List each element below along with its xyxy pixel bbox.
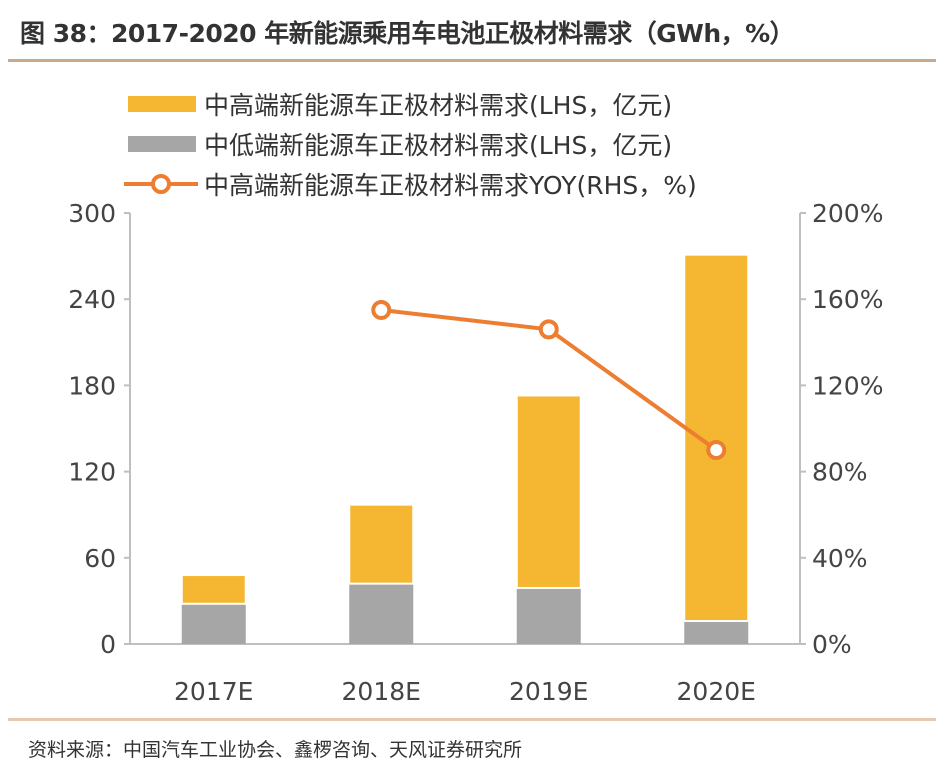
legend-swatch bbox=[128, 96, 196, 112]
bar-low-end bbox=[349, 583, 414, 644]
bar-high-end bbox=[180, 574, 247, 605]
source-note: 资料来源：中国汽车工业协会、鑫椤咨询、天风证券研究所 bbox=[28, 739, 523, 761]
legend-label: 中低端新能源车正极材料需求(LHS，亿元) bbox=[204, 131, 672, 160]
left-tick-label: 180 bbox=[68, 371, 116, 400]
yoy-point bbox=[538, 319, 559, 340]
legend-marker bbox=[151, 174, 171, 194]
yoy-point bbox=[706, 440, 727, 461]
right-tick-label: 120% bbox=[812, 371, 883, 400]
bar-high-end bbox=[515, 394, 582, 589]
title-divider bbox=[8, 59, 936, 62]
legend-label: 中高端新能源车正极材料需求YOY(RHS，%) bbox=[204, 171, 697, 200]
bar-high-end bbox=[348, 503, 415, 585]
right-tick-label: 80% bbox=[812, 458, 868, 487]
x-tick-label: 2019E bbox=[509, 677, 588, 706]
right-tick-label: 160% bbox=[812, 285, 883, 314]
figure-title: 图 38：2017-2020 年新能源乘用车电池正极材料需求（GWh，%） bbox=[20, 19, 795, 48]
yoy-point bbox=[371, 299, 392, 320]
legend-swatch bbox=[128, 136, 196, 152]
left-tick-label: 0 bbox=[100, 630, 116, 659]
x-tick-label: 2018E bbox=[342, 677, 421, 706]
right-tick-label: 40% bbox=[812, 544, 868, 573]
x-tick-label: 2017E bbox=[174, 677, 253, 706]
bar-high-end bbox=[683, 253, 750, 623]
left-tick-label: 60 bbox=[84, 544, 116, 573]
left-tick-label: 300 bbox=[68, 199, 116, 228]
right-tick-label: 200% bbox=[812, 199, 883, 228]
right-tick-label: 0% bbox=[812, 630, 852, 659]
left-tick-label: 240 bbox=[68, 285, 116, 314]
bar-low-end bbox=[684, 621, 749, 644]
legend-label: 中高端新能源车正极材料需求(LHS，亿元) bbox=[204, 91, 672, 120]
left-tick-label: 120 bbox=[68, 458, 116, 487]
bar-low-end bbox=[516, 587, 581, 644]
x-tick-label: 2020E bbox=[677, 677, 756, 706]
bar-low-end bbox=[181, 603, 246, 644]
footer-divider bbox=[8, 718, 936, 721]
